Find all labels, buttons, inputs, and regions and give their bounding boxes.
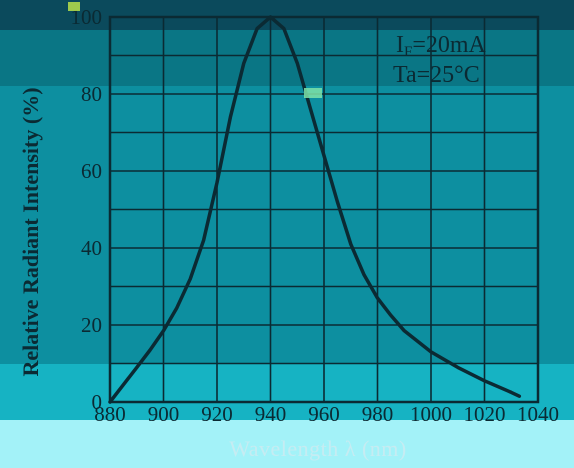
annotation-current-symbol: I	[396, 32, 404, 58]
artifact-mark	[304, 88, 322, 98]
y-tick-label: 40	[81, 236, 102, 260]
footer-band	[0, 420, 574, 468]
annotation-current-value: =20mA	[412, 32, 486, 58]
series-line	[108, 15, 522, 404]
annotation-temperature: Ta=25°C	[393, 62, 480, 88]
lower-band	[0, 364, 574, 420]
artifact-mark-small	[68, 2, 80, 11]
y-tick-label: 80	[81, 82, 102, 106]
x-tick-label: 1020	[464, 402, 506, 426]
x-tick-label: 920	[201, 402, 233, 426]
x-tick-label: 980	[362, 402, 394, 426]
tick-labels: 880 900 920 940 960 980 1000 1020 10400204060801…	[71, 5, 560, 426]
x-tick-label: 960	[308, 402, 340, 426]
annotation-current: IF=20mA	[396, 32, 487, 60]
grid-lines	[110, 17, 538, 402]
x-tick-label: 1040	[517, 402, 559, 426]
header-band	[0, 0, 574, 30]
plot-frame	[108, 15, 540, 404]
y-tick-label: 0	[92, 390, 103, 414]
x-tick-label: 1000	[410, 402, 452, 426]
y-tick-label: 60	[81, 159, 102, 183]
x-tick-label: 900	[148, 402, 180, 426]
x-tick-label: 940	[255, 402, 287, 426]
x-tick-label: 880	[94, 402, 126, 426]
annotation-current-subscript: F	[404, 44, 412, 60]
y-axis-label: Relative Radiant Intensity (%)	[18, 87, 43, 376]
x-axis-label: Wavelength λ (nm)	[229, 436, 406, 461]
y-tick-label: 20	[81, 313, 102, 337]
